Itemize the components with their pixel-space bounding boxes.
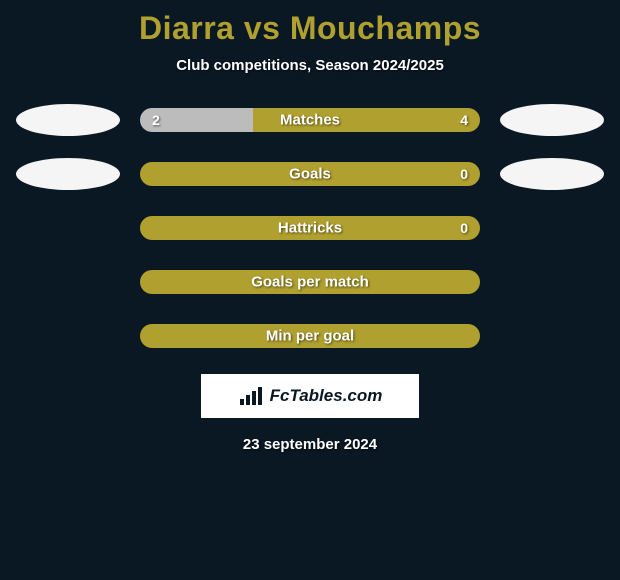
stat-row: Goals 0 (0, 158, 620, 190)
stat-bar: Min per goal (140, 324, 480, 348)
chart-bars-icon (238, 385, 266, 407)
stat-value-right: 4 (460, 112, 468, 128)
date-text: 23 september 2024 (0, 436, 620, 453)
stat-bar: Hattricks 0 (140, 216, 480, 240)
ellipse-left (16, 320, 120, 352)
stat-row: Matches 2 4 (0, 104, 620, 136)
player-right-name: Mouchamps (290, 10, 481, 46)
stat-value-left: 2 (152, 112, 160, 128)
ellipse-right (500, 266, 604, 298)
stat-row: Hattricks 0 (0, 212, 620, 244)
brand-logo: FcTables.com (201, 374, 419, 418)
subtitle: Club competitions, Season 2024/2025 (0, 57, 620, 74)
stat-bar: Goals 0 (140, 162, 480, 186)
stat-row: Min per goal (0, 320, 620, 352)
ellipse-right (500, 104, 604, 136)
stats-container: Matches 2 4 Goals 0 Hattricks 0 Goals per match… (0, 104, 620, 352)
stat-label: Min per goal (266, 328, 354, 345)
brand-logo-text: FcTables.com (270, 386, 383, 406)
stat-label: Matches (280, 112, 340, 129)
stat-value-right: 0 (460, 220, 468, 236)
vs-separator: vs (244, 10, 281, 46)
stat-row: Goals per match (0, 266, 620, 298)
player-left-name: Diarra (139, 10, 235, 46)
ellipse-left (16, 212, 120, 244)
stat-label: Goals per match (251, 274, 369, 291)
stat-label: Goals (289, 166, 331, 183)
stat-bar: Matches 2 4 (140, 108, 480, 132)
ellipse-left (16, 104, 120, 136)
ellipse-right (500, 320, 604, 352)
ellipse-left (16, 266, 120, 298)
ellipse-right (500, 158, 604, 190)
stat-label: Hattricks (278, 220, 342, 237)
page-title: Diarra vs Mouchamps (0, 0, 620, 47)
ellipse-left (16, 158, 120, 190)
stat-value-right: 0 (460, 166, 468, 182)
stat-bar: Goals per match (140, 270, 480, 294)
ellipse-right (500, 212, 604, 244)
